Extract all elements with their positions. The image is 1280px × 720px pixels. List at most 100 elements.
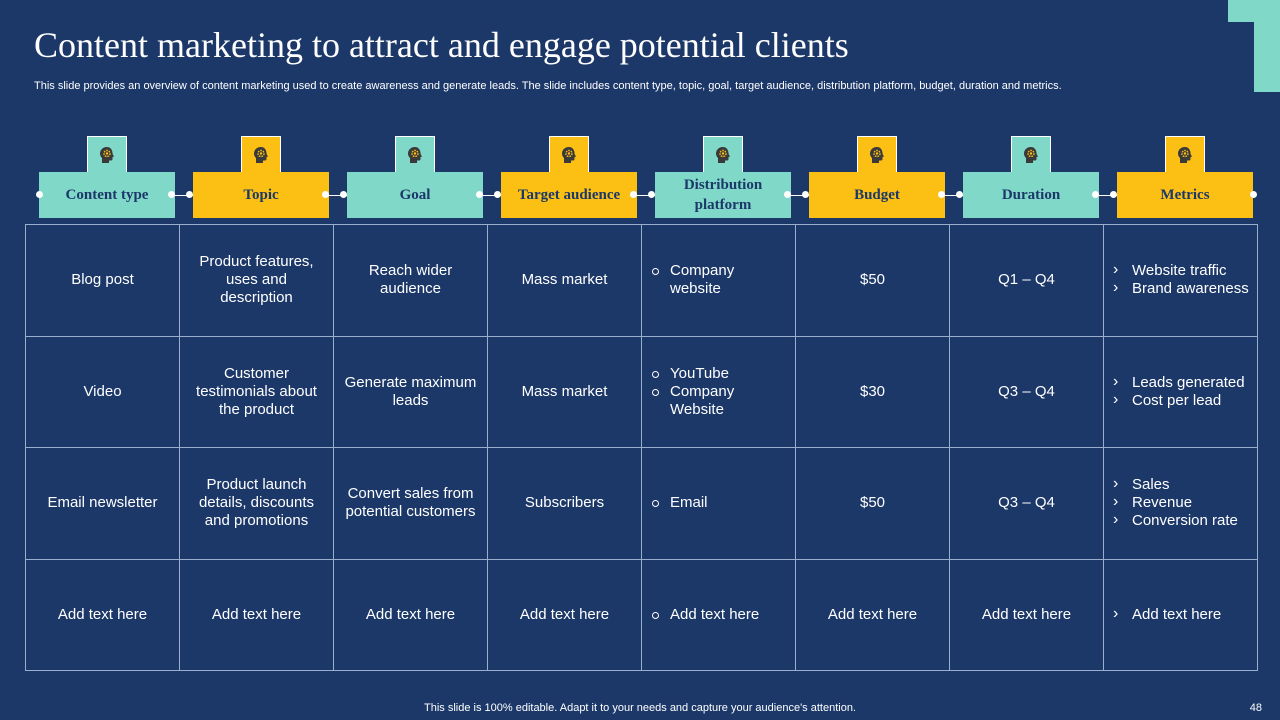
connector-dot: [494, 191, 501, 198]
table-cell-metrics: SalesRevenueConversion rate: [1104, 448, 1258, 560]
connector-dot: [1250, 191, 1257, 198]
list-item: Revenue: [1112, 493, 1238, 512]
connector-dot: [476, 191, 483, 198]
table-cell-content-type: Add text here: [26, 559, 180, 671]
connector-dot: [630, 191, 637, 198]
table-cell-budget: $30: [796, 336, 950, 448]
table-cell-distribution-platform: Add text here: [642, 559, 796, 671]
metrics-list: Leads generatedCost per lead: [1112, 373, 1245, 410]
table-cell-distribution-platform: Company website: [642, 225, 796, 337]
table-cell-target-audience: Add text here: [488, 559, 642, 671]
list-item: Cost per lead: [1112, 391, 1245, 410]
head-gear-icon: [857, 136, 897, 176]
head-gear-icon: [241, 136, 281, 176]
head-gear-icon: [549, 136, 589, 176]
content-table: Blog post Product features, uses and desc…: [25, 224, 1258, 671]
platform-list: Company website: [650, 262, 787, 298]
table-cell-topic: Add text here: [180, 559, 334, 671]
connector-dot: [340, 191, 347, 198]
table-cell-metrics: Add text here: [1104, 559, 1258, 671]
table-cell-metrics: Website trafficBrand awareness: [1104, 225, 1258, 337]
list-item: Brand awareness: [1112, 279, 1249, 298]
column-label: Topic: [193, 172, 329, 218]
table-cell-goal: Add text here: [334, 559, 488, 671]
column-header: Goal: [347, 136, 483, 218]
list-item: YouTube: [650, 365, 787, 383]
connector-dot: [322, 191, 329, 198]
list-item: Company website: [650, 262, 787, 298]
table-cell-topic: Customer testimonials about the product: [180, 336, 334, 448]
corner-decoration: [1228, 0, 1280, 92]
connector-dot: [802, 191, 809, 198]
table-cell-goal: Generate maximum leads: [334, 336, 488, 448]
metrics-list: Add text here: [1112, 605, 1221, 624]
column-label: Metrics: [1117, 172, 1253, 218]
page-number: 48: [1249, 702, 1262, 714]
header-connector-line: [39, 195, 1253, 196]
column-label: Budget: [809, 172, 945, 218]
column-header: Duration: [963, 136, 1099, 218]
slide-subtitle: This slide provides an overview of conte…: [34, 80, 1062, 92]
table-cell-content-type: Blog post: [26, 225, 180, 337]
list-item: Website traffic: [1112, 261, 1249, 280]
column-label: Goal: [347, 172, 483, 218]
column-label: Target audience: [501, 172, 637, 218]
table-cell-distribution-platform: YouTube Company Website: [642, 336, 796, 448]
connector-dot: [168, 191, 175, 198]
platform-list: Email: [650, 494, 708, 512]
platform-list: YouTube Company Website: [650, 365, 787, 419]
column-header: Topic: [193, 136, 329, 218]
column-header: Content type: [39, 136, 175, 218]
table-cell-target-audience: Subscribers: [488, 448, 642, 560]
list-item: Company Website: [650, 383, 787, 419]
footer-note: This slide is 100% editable. Adapt it to…: [424, 702, 856, 714]
head-gear-icon: [1011, 136, 1051, 176]
head-gear-icon: [87, 136, 127, 176]
column-label: Duration: [963, 172, 1099, 218]
table-cell-goal: Reach wider audience: [334, 225, 488, 337]
metrics-list: SalesRevenueConversion rate: [1112, 475, 1238, 530]
table-cell-duration: Add text here: [950, 559, 1104, 671]
table-cell-target-audience: Mass market: [488, 336, 642, 448]
head-gear-icon: [395, 136, 435, 176]
table-cell-topic: Product launch details, discounts and pr…: [180, 448, 334, 560]
list-item: Sales: [1112, 475, 1238, 494]
slide-title: Content marketing to attract and engage …: [34, 25, 849, 65]
table-cell-metrics: Leads generatedCost per lead: [1104, 336, 1258, 448]
connector-dot: [784, 191, 791, 198]
connector-dot: [956, 191, 963, 198]
column-header: Distribution platform: [655, 136, 791, 218]
column-header: Target audience: [501, 136, 637, 218]
connector-dot: [648, 191, 655, 198]
connector-dot: [36, 191, 43, 198]
head-gear-icon: [703, 136, 743, 176]
platform-list: Add text here: [650, 606, 759, 624]
connector-dot: [938, 191, 945, 198]
table-cell-budget: $50: [796, 448, 950, 560]
table-cell-content-type: Email newsletter: [26, 448, 180, 560]
list-item: Conversion rate: [1112, 511, 1238, 530]
table-cell-topic: Product features, uses and description: [180, 225, 334, 337]
metrics-list: Website trafficBrand awareness: [1112, 261, 1249, 298]
table-cell-content-type: Video: [26, 336, 180, 448]
head-gear-icon: [1165, 136, 1205, 176]
table-cell-distribution-platform: Email: [642, 448, 796, 560]
list-item: Email: [650, 494, 708, 512]
column-header-row: Content type Topic Goal Target audience Dist…: [36, 136, 1257, 218]
list-item: Leads generated: [1112, 373, 1245, 392]
column-header: Budget: [809, 136, 945, 218]
column-label: Content type: [39, 172, 175, 218]
table-cell-duration: Q1 – Q4: [950, 225, 1104, 337]
table-cell-target-audience: Mass market: [488, 225, 642, 337]
table-cell-budget: $50: [796, 225, 950, 337]
column-header: Metrics: [1117, 136, 1253, 218]
column-label: Distribution platform: [655, 172, 791, 218]
connector-dot: [1092, 191, 1099, 198]
table-cell-duration: Q3 – Q4: [950, 336, 1104, 448]
table-cell-duration: Q3 – Q4: [950, 448, 1104, 560]
connector-dot: [186, 191, 193, 198]
table-cell-budget: Add text here: [796, 559, 950, 671]
list-item: Add text here: [650, 606, 759, 624]
list-item: Add text here: [1112, 605, 1221, 624]
table-cell-goal: Convert sales from potential customers: [334, 448, 488, 560]
